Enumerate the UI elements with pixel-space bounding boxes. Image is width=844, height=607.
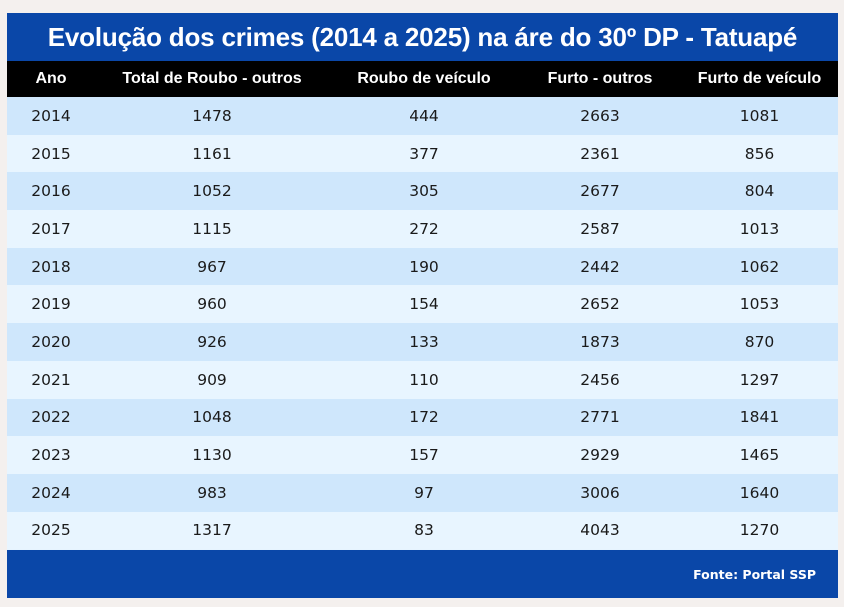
cell-furto-outros: 2456 xyxy=(580,370,620,389)
cell-furto-outros: 2652 xyxy=(580,295,620,314)
column-header-furto-outros: Furto - outros xyxy=(547,70,653,87)
cell-furto-outros: 2771 xyxy=(580,408,620,427)
column-header-total-roubo-outros: Total de Roubo - outros xyxy=(122,70,302,87)
cell-roubo-veiculo: 157 xyxy=(409,446,439,465)
cell-ano: 2016 xyxy=(31,182,71,201)
cell-total-roubo-outros: 960 xyxy=(197,295,227,314)
table-row: 2022 1048 172 2771 1841 xyxy=(7,398,838,437)
cell-furto-outros: 2442 xyxy=(580,257,620,276)
cell-total-roubo-outros: 1161 xyxy=(192,144,232,163)
cell-ano: 2020 xyxy=(31,332,71,351)
cell-furto-veiculo: 1841 xyxy=(739,408,780,427)
table-row: 2014 1478 444 2663 1081 xyxy=(7,97,838,135)
cell-ano: 2023 xyxy=(31,446,71,465)
cell-total-roubo-outros: 926 xyxy=(197,332,227,351)
cell-furto-veiculo: 1053 xyxy=(739,295,780,314)
cell-ano: 2019 xyxy=(31,295,71,314)
table-row: 2023 1130 157 2929 1465 xyxy=(7,436,838,474)
cell-furto-outros: 2677 xyxy=(580,182,620,201)
cell-roubo-veiculo: 97 xyxy=(414,483,434,502)
cell-furto-outros: 1873 xyxy=(580,332,620,351)
table-header-row: Ano Total de Roubo - outros Roubo de veí… xyxy=(7,61,838,97)
cell-furto-veiculo: 1013 xyxy=(739,219,780,238)
cell-total-roubo-outros: 1115 xyxy=(192,219,232,238)
cell-roubo-veiculo: 305 xyxy=(409,182,439,201)
table-row: 2019 960 154 2652 1053 xyxy=(7,285,838,324)
table-row: 2021 909 110 2456 1297 xyxy=(7,360,838,399)
cell-furto-outros: 2587 xyxy=(580,219,620,238)
cell-ano: 2025 xyxy=(31,521,71,540)
cell-furto-outros: 3006 xyxy=(580,483,620,502)
table-row: 2018 967 190 2442 1062 xyxy=(7,247,838,286)
cell-ano: 2022 xyxy=(31,408,71,427)
cell-total-roubo-outros: 967 xyxy=(197,257,227,276)
table-row: 2024 983 97 3006 1640 xyxy=(7,473,838,512)
column-header-ano: Ano xyxy=(35,70,67,87)
cell-furto-veiculo: 1062 xyxy=(739,257,780,276)
cell-furto-outros: 2929 xyxy=(580,446,620,465)
cell-furto-veiculo: 870 xyxy=(744,332,775,351)
table-row: 2016 1052 305 2677 804 xyxy=(7,172,838,211)
table-row: 2017 1115 272 2587 1013 xyxy=(7,210,838,248)
table-row: 2015 1161 377 2361 856 xyxy=(7,134,838,173)
cell-furto-veiculo: 1270 xyxy=(739,521,780,540)
cell-ano: 2015 xyxy=(31,144,71,163)
cell-ano: 2024 xyxy=(31,483,71,502)
cell-furto-veiculo: 1081 xyxy=(739,106,780,125)
cell-roubo-veiculo: 110 xyxy=(409,370,439,389)
cell-roubo-veiculo: 444 xyxy=(409,106,439,125)
cell-furto-veiculo: 1640 xyxy=(739,483,780,502)
cell-roubo-veiculo: 133 xyxy=(409,332,439,351)
crime-evolution-table: Ano Total de Roubo - outros Roubo de veí… xyxy=(7,61,838,550)
column-header-furto-veiculo: Furto de veículo xyxy=(697,70,822,87)
cell-ano: 2021 xyxy=(31,370,71,389)
column-header-roubo-veiculo: Roubo de veículo xyxy=(357,70,491,87)
cell-total-roubo-outros: 909 xyxy=(197,370,227,389)
cell-roubo-veiculo: 190 xyxy=(409,257,439,276)
cell-furto-veiculo: 1465 xyxy=(739,446,780,465)
cell-ano: 2018 xyxy=(31,257,71,276)
table-row: 2020 926 133 1873 870 xyxy=(7,323,838,361)
cell-total-roubo-outros: 983 xyxy=(197,483,227,502)
footer-bar: Fonte: Portal SSP xyxy=(7,550,838,598)
cell-roubo-veiculo: 172 xyxy=(409,408,439,427)
table-body: 2014 1478 444 2663 1081 2015 1161 377 2361 856 201… xyxy=(7,97,838,550)
cell-furto-veiculo: 804 xyxy=(744,182,775,201)
cell-roubo-veiculo: 272 xyxy=(409,219,439,238)
cell-roubo-veiculo: 377 xyxy=(409,144,439,163)
cell-total-roubo-outros: 1130 xyxy=(192,446,232,465)
cell-roubo-veiculo: 154 xyxy=(409,295,439,314)
table-title: Evolução dos crimes (2014 a 2025) na áre… xyxy=(7,13,838,61)
cell-total-roubo-outros: 1052 xyxy=(192,182,232,201)
crime-table-card: Evolução dos crimes (2014 a 2025) na áre… xyxy=(7,13,838,598)
cell-total-roubo-outros: 1478 xyxy=(192,106,232,125)
cell-furto-veiculo: 1297 xyxy=(739,370,780,389)
cell-furto-outros: 2663 xyxy=(580,106,620,125)
cell-furto-outros: 2361 xyxy=(580,144,620,163)
table-row: 2025 1317 83 4043 1270 xyxy=(7,511,838,550)
source-credit: Fonte: Portal SSP xyxy=(693,566,816,582)
cell-furto-veiculo: 856 xyxy=(744,144,775,163)
cell-furto-outros: 4043 xyxy=(580,521,620,540)
cell-total-roubo-outros: 1048 xyxy=(192,408,232,427)
cell-ano: 2014 xyxy=(31,106,71,125)
cell-total-roubo-outros: 1317 xyxy=(192,521,232,540)
cell-ano: 2017 xyxy=(31,219,71,238)
cell-roubo-veiculo: 83 xyxy=(414,521,434,540)
